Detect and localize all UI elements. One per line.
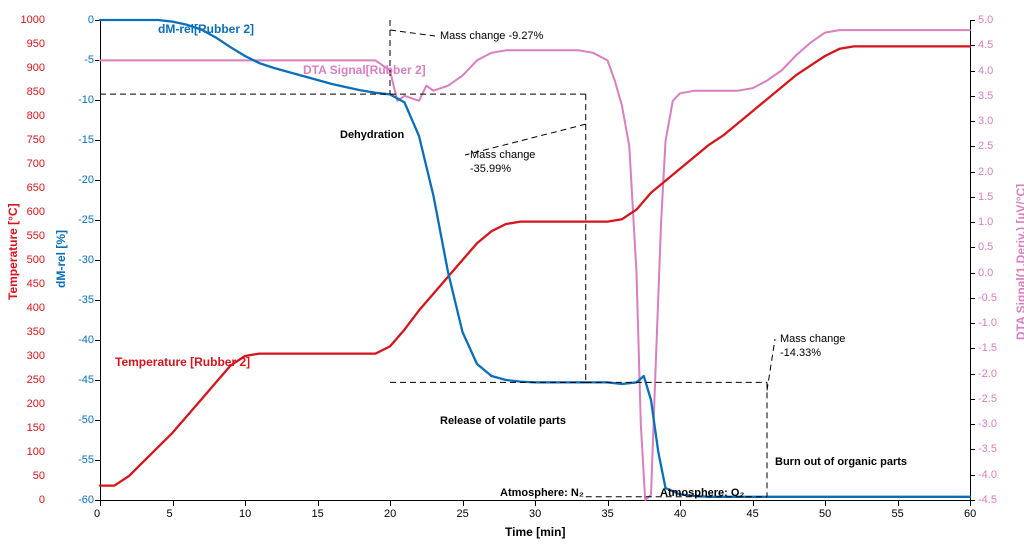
annotation-atmosphere-o2: Atmosphere: O₂ (660, 487, 744, 499)
annotation-dehydration: Dehydration (340, 129, 404, 141)
annotation-mass-change-2a: Mass change (470, 149, 535, 161)
annotation-burnout: Burn out of organic parts (775, 456, 907, 468)
plot-svg (0, 0, 1024, 551)
annotation-mass-change-3a: Mass change (780, 333, 845, 345)
tga-dta-chart: 051015202530354045505560Time [min]050100… (0, 0, 1024, 551)
annotation-mass-change-2b: -35.99% (470, 163, 511, 175)
annotation-release: Release of volatile parts (440, 415, 566, 427)
annotation-mass-change-3b: -14.33% (780, 347, 821, 359)
series-label-temperature: Temperature [Rubber 2] (115, 355, 250, 369)
series-label-dta: DTA Signal[Rubber 2] (303, 63, 426, 77)
annotation-atmosphere-n2: Atmosphere: N₂ (500, 487, 584, 499)
series-label-dmrel: dM-rel[Rubber 2] (158, 22, 254, 36)
annotation-mass-change-1: Mass change -9.27% (440, 30, 543, 42)
